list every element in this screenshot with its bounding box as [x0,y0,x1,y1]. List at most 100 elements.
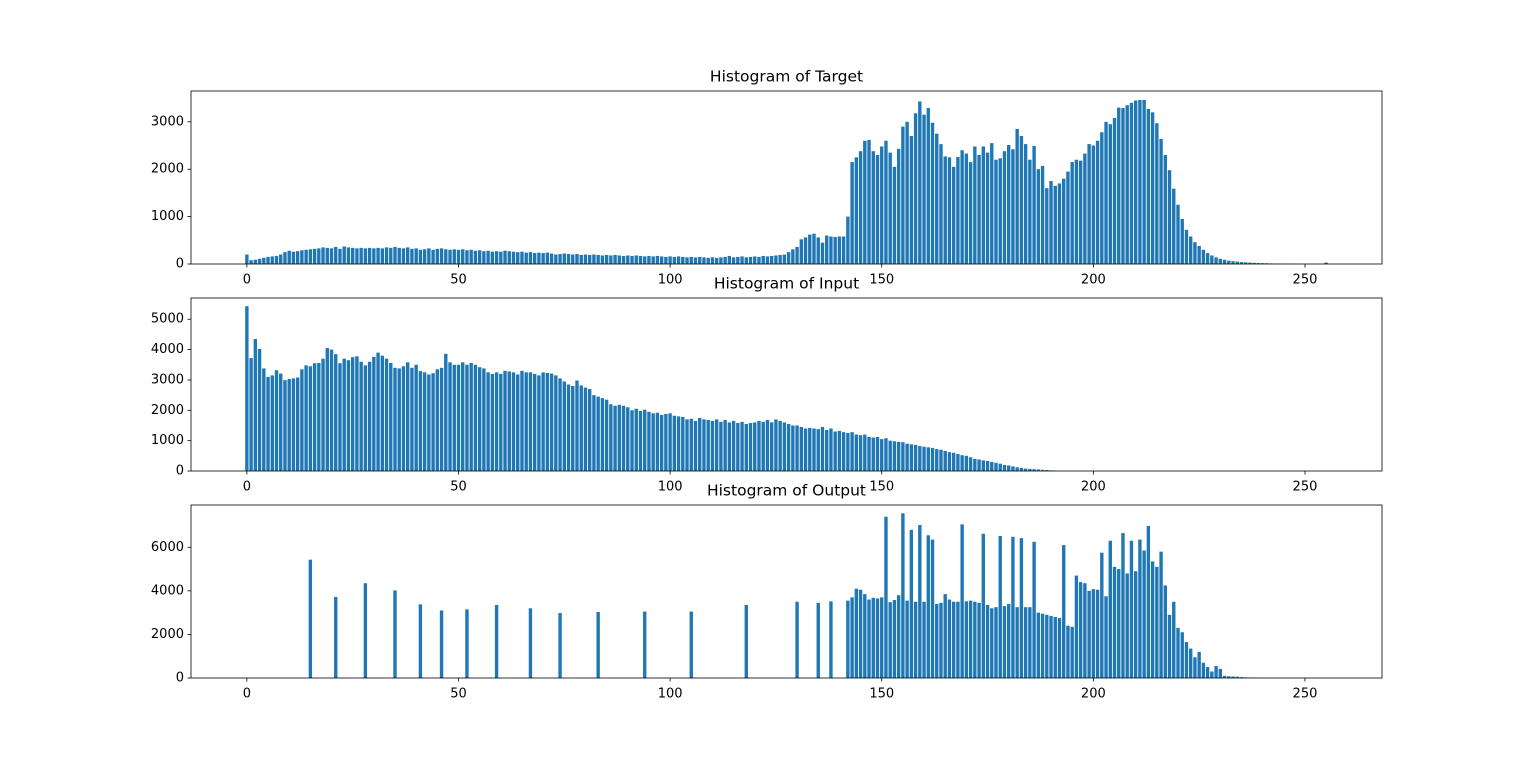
bar [520,370,524,471]
bar [634,408,638,471]
bar [1040,613,1045,678]
bar [245,306,249,471]
bar [1239,262,1244,264]
bar [1125,573,1129,678]
bar [913,444,918,471]
bar [854,157,859,264]
bar [287,379,291,471]
bar [753,422,757,471]
bar [901,442,905,471]
bar [655,412,660,471]
bar [913,113,918,265]
bar [1125,105,1129,264]
bar [888,602,892,678]
bar [1117,107,1121,264]
bar [1019,467,1024,471]
chart-title: Histogram of Input [714,275,859,293]
bar [528,608,533,678]
bar [1121,108,1125,264]
bar [1205,253,1210,264]
bar [1163,154,1167,264]
bar [892,441,897,471]
bar [384,358,389,471]
bar [791,425,795,471]
bar [249,260,253,264]
bar [947,599,952,678]
bar [825,235,829,264]
x-tick-label: 0 [243,687,251,702]
bar [638,410,643,471]
bar [418,604,423,678]
bar [926,535,930,678]
bar [871,597,875,678]
bar [1095,589,1100,678]
bar [566,384,571,471]
bar [621,405,626,471]
bar [401,366,406,471]
bar [973,146,977,264]
bar [990,143,994,264]
bar [1138,539,1142,678]
bar [1011,149,1015,264]
bar [1150,561,1155,678]
bar [672,256,677,264]
bar [875,437,880,471]
bar [571,386,575,471]
bar [317,362,321,471]
x-tick-label: 0 [243,273,251,288]
bar [1201,662,1206,678]
bar [727,422,732,471]
bar [918,446,922,471]
bar [1227,676,1231,678]
bar [769,255,774,264]
bar [1007,465,1011,471]
bar [270,256,274,264]
bar [1023,607,1028,678]
bar [554,375,558,471]
bar [397,368,401,471]
bar [854,434,859,471]
bar [1248,262,1252,264]
bar [998,535,1002,678]
bar [1070,626,1074,678]
bar [943,594,947,678]
bar [524,372,528,471]
bar [592,254,596,264]
bar [406,362,410,471]
bar [1214,666,1218,678]
bar [668,413,672,471]
bar [736,423,740,471]
bar [317,248,321,264]
bar [702,419,706,471]
bar [977,459,981,471]
bar [926,108,930,264]
y-tick-label: 3000 [151,372,184,387]
bar [630,410,634,471]
bar [981,533,985,678]
bar [566,254,571,264]
bar [604,254,609,264]
bar [414,248,418,264]
y-tick-label: 2000 [151,162,184,177]
bar [541,372,545,471]
bar [672,415,677,471]
bar [846,600,850,678]
bar [905,121,909,264]
bar [325,247,329,264]
bar [274,255,279,264]
bar [647,411,651,471]
plot-frame [190,297,1383,472]
bar [1104,121,1108,264]
bar [693,420,698,471]
bar [1032,541,1036,678]
x-tick-label: 100 [658,687,683,702]
bar [1256,263,1261,264]
bar [520,251,524,264]
bar [596,396,600,471]
bar [795,601,799,678]
bar [846,433,850,471]
bar [406,247,410,264]
bar [325,348,329,471]
bar [1167,170,1172,264]
bar [994,607,998,678]
